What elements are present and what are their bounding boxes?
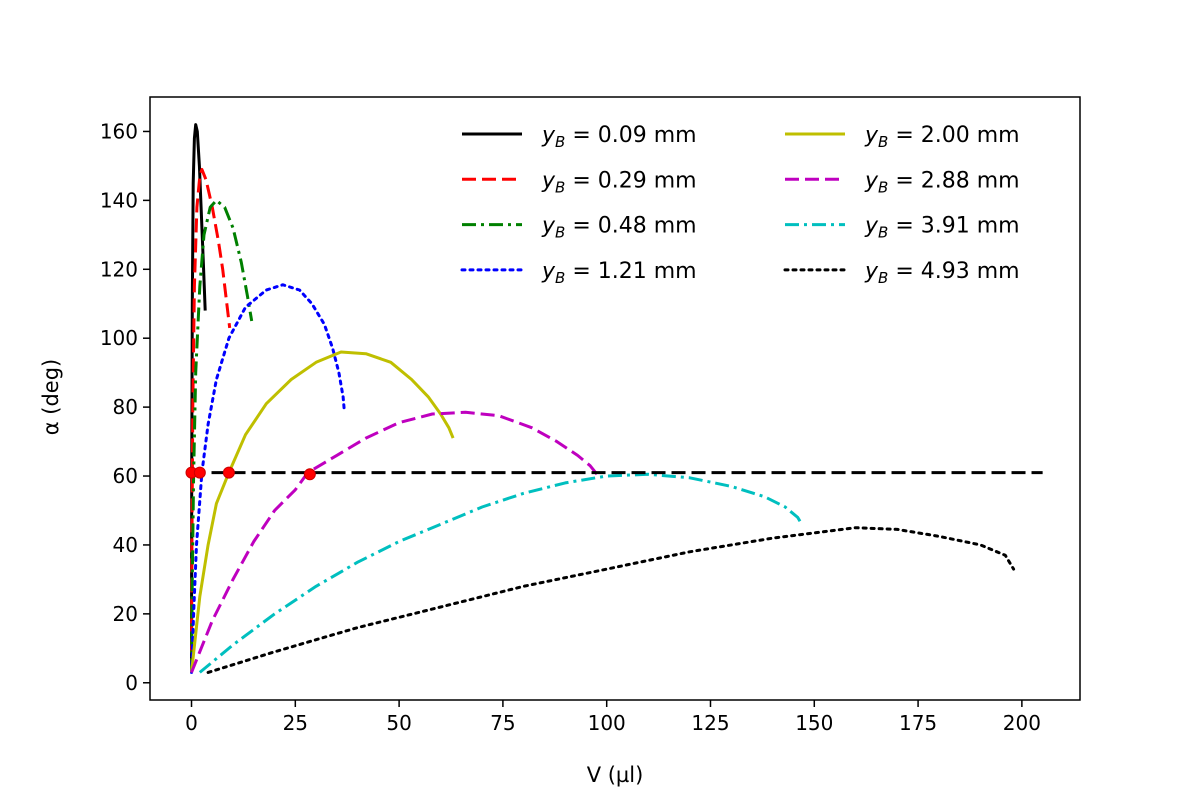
series-line-4 — [190, 283, 346, 674]
axes-frame — [149, 96, 1081, 701]
legend-label-5: yB = 2.00 mm — [864, 123, 1020, 151]
x-tick-label-150: 150 — [795, 711, 833, 735]
legend-label-2: yB = 0.29 mm — [541, 168, 697, 196]
legend-label-8: yB = 4.93 mm — [864, 259, 1020, 287]
x-tick-label-125: 125 — [691, 711, 729, 735]
legend-entry-5: yB = 2.00 mm — [785, 123, 1020, 151]
legend-label-7: yB = 3.91 mm — [864, 214, 1020, 242]
legend-entry-8: yB = 4.93 mm — [783, 259, 1020, 287]
y-tick-label-20: 20 — [113, 602, 138, 626]
series-line-5 — [190, 350, 455, 673]
y-tick-label-80: 80 — [113, 395, 138, 419]
x-tick-label-25: 25 — [283, 711, 308, 735]
x-tick-label-100: 100 — [588, 711, 626, 735]
legend-entry-1: yB = 0.09 mm — [462, 123, 697, 151]
series-line-7 — [198, 472, 804, 674]
legend: yB = 0.09 mm yB = 0.29 mm yB = 0.48 mm yB =… — [460, 123, 1020, 287]
legend-entry-3: yB = 0.48 mm — [462, 214, 697, 242]
intersection-marker-2 — [193, 466, 206, 479]
y-tick-label-40: 40 — [113, 533, 138, 557]
x-tick-label-50: 50 — [386, 711, 411, 735]
legend-entry-4: yB = 1.21 mm — [460, 259, 697, 287]
intersection-marker-4 — [303, 468, 316, 481]
series-line-6 — [190, 410, 600, 673]
y-tick-label-120: 120 — [100, 257, 138, 281]
legend-label-4: yB = 1.21 mm — [541, 259, 697, 287]
x-tick-label-75: 75 — [490, 711, 515, 735]
axes: 0 25 50 75 100 125 150 175 200 0 20 40 60 80 100 120 140… — [100, 96, 1081, 735]
legend-entry-2: yB = 0.29 mm — [462, 168, 697, 196]
y-axis-label: α (deg) — [39, 359, 63, 435]
y-tick-label-60: 60 — [113, 464, 138, 488]
legend-label-1: yB = 0.09 mm — [541, 123, 697, 151]
intersection-marker-3 — [222, 466, 235, 479]
plot-series-group — [185, 123, 1043, 674]
y-tick-label-100: 100 — [100, 326, 138, 350]
y-tick-label-0: 0 — [125, 671, 138, 695]
plot-area — [185, 123, 1043, 674]
y-tick-label-160: 160 — [100, 119, 138, 143]
legend-label-3: yB = 0.48 mm — [541, 214, 697, 242]
legend-entry-6: yB = 2.88 mm — [785, 168, 1020, 196]
legend-label-6: yB = 2.88 mm — [864, 168, 1020, 196]
series-line-8 — [206, 526, 1016, 674]
y-tick-label-140: 140 — [100, 188, 138, 212]
x-axis-label: V (µl) — [587, 763, 644, 787]
x-tick-label-200: 200 — [1003, 711, 1041, 735]
x-tick-label-175: 175 — [899, 711, 937, 735]
x-tick-label-0: 0 — [185, 711, 198, 735]
legend-entry-7: yB = 3.91 mm — [785, 214, 1020, 242]
series-line-2 — [190, 167, 232, 673]
